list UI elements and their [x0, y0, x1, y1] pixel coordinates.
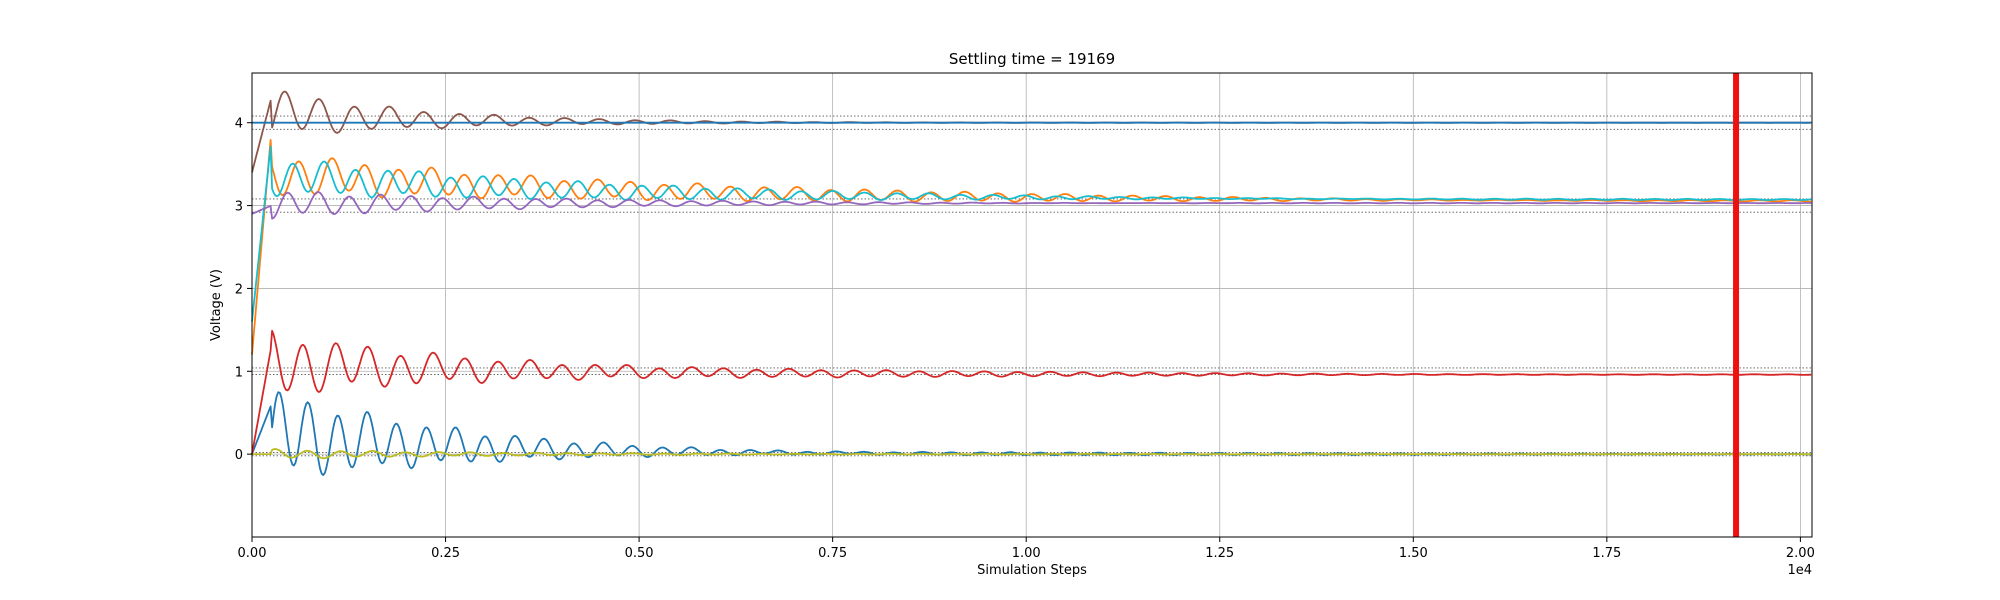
x-tick-label: 1.25 [1205, 546, 1234, 561]
series-line [252, 448, 1812, 460]
y-axis-label: Voltage (V) [209, 269, 224, 341]
x-axis-offset-label: 1e4 [1787, 563, 1812, 578]
x-tick-label: 0.50 [625, 546, 654, 561]
x-tick-label: 0.25 [431, 546, 460, 561]
x-tick-label: 1.00 [1012, 546, 1041, 561]
x-axis-label: Simulation Steps [977, 563, 1087, 578]
y-tick-label: 2 [235, 282, 243, 297]
grid-layer [251, 73, 1812, 537]
y-tick-label: 4 [235, 117, 243, 132]
x-tick-label: 2.00 [1786, 546, 1815, 561]
series-line [251, 191, 1812, 220]
y-tick-label: 3 [235, 200, 243, 215]
series-line [251, 90, 1812, 173]
y-tick-label: 0 [235, 448, 243, 463]
series-layer [251, 90, 1812, 476]
tolerance-band-layer [252, 115, 1812, 457]
x-tick-label: 0.00 [238, 546, 267, 561]
series-line [251, 139, 1812, 355]
y-tick-label: 1 [235, 365, 243, 380]
x-tick-label: 1.50 [1399, 546, 1428, 561]
x-tick-label: 0.75 [818, 546, 847, 561]
x-tick-label: 1.75 [1592, 546, 1621, 561]
series-line [251, 329, 1812, 455]
series-line [251, 145, 1812, 322]
tick-layer: 0.00 0.25 0.50 0.75 1.00 1.25 1.50 1.75 2.00 0 1 2 3… [235, 117, 1815, 561]
chart-title: Settling time = 19169 [949, 50, 1115, 68]
plot-frame [251, 72, 1813, 538]
series-line [251, 391, 1812, 476]
